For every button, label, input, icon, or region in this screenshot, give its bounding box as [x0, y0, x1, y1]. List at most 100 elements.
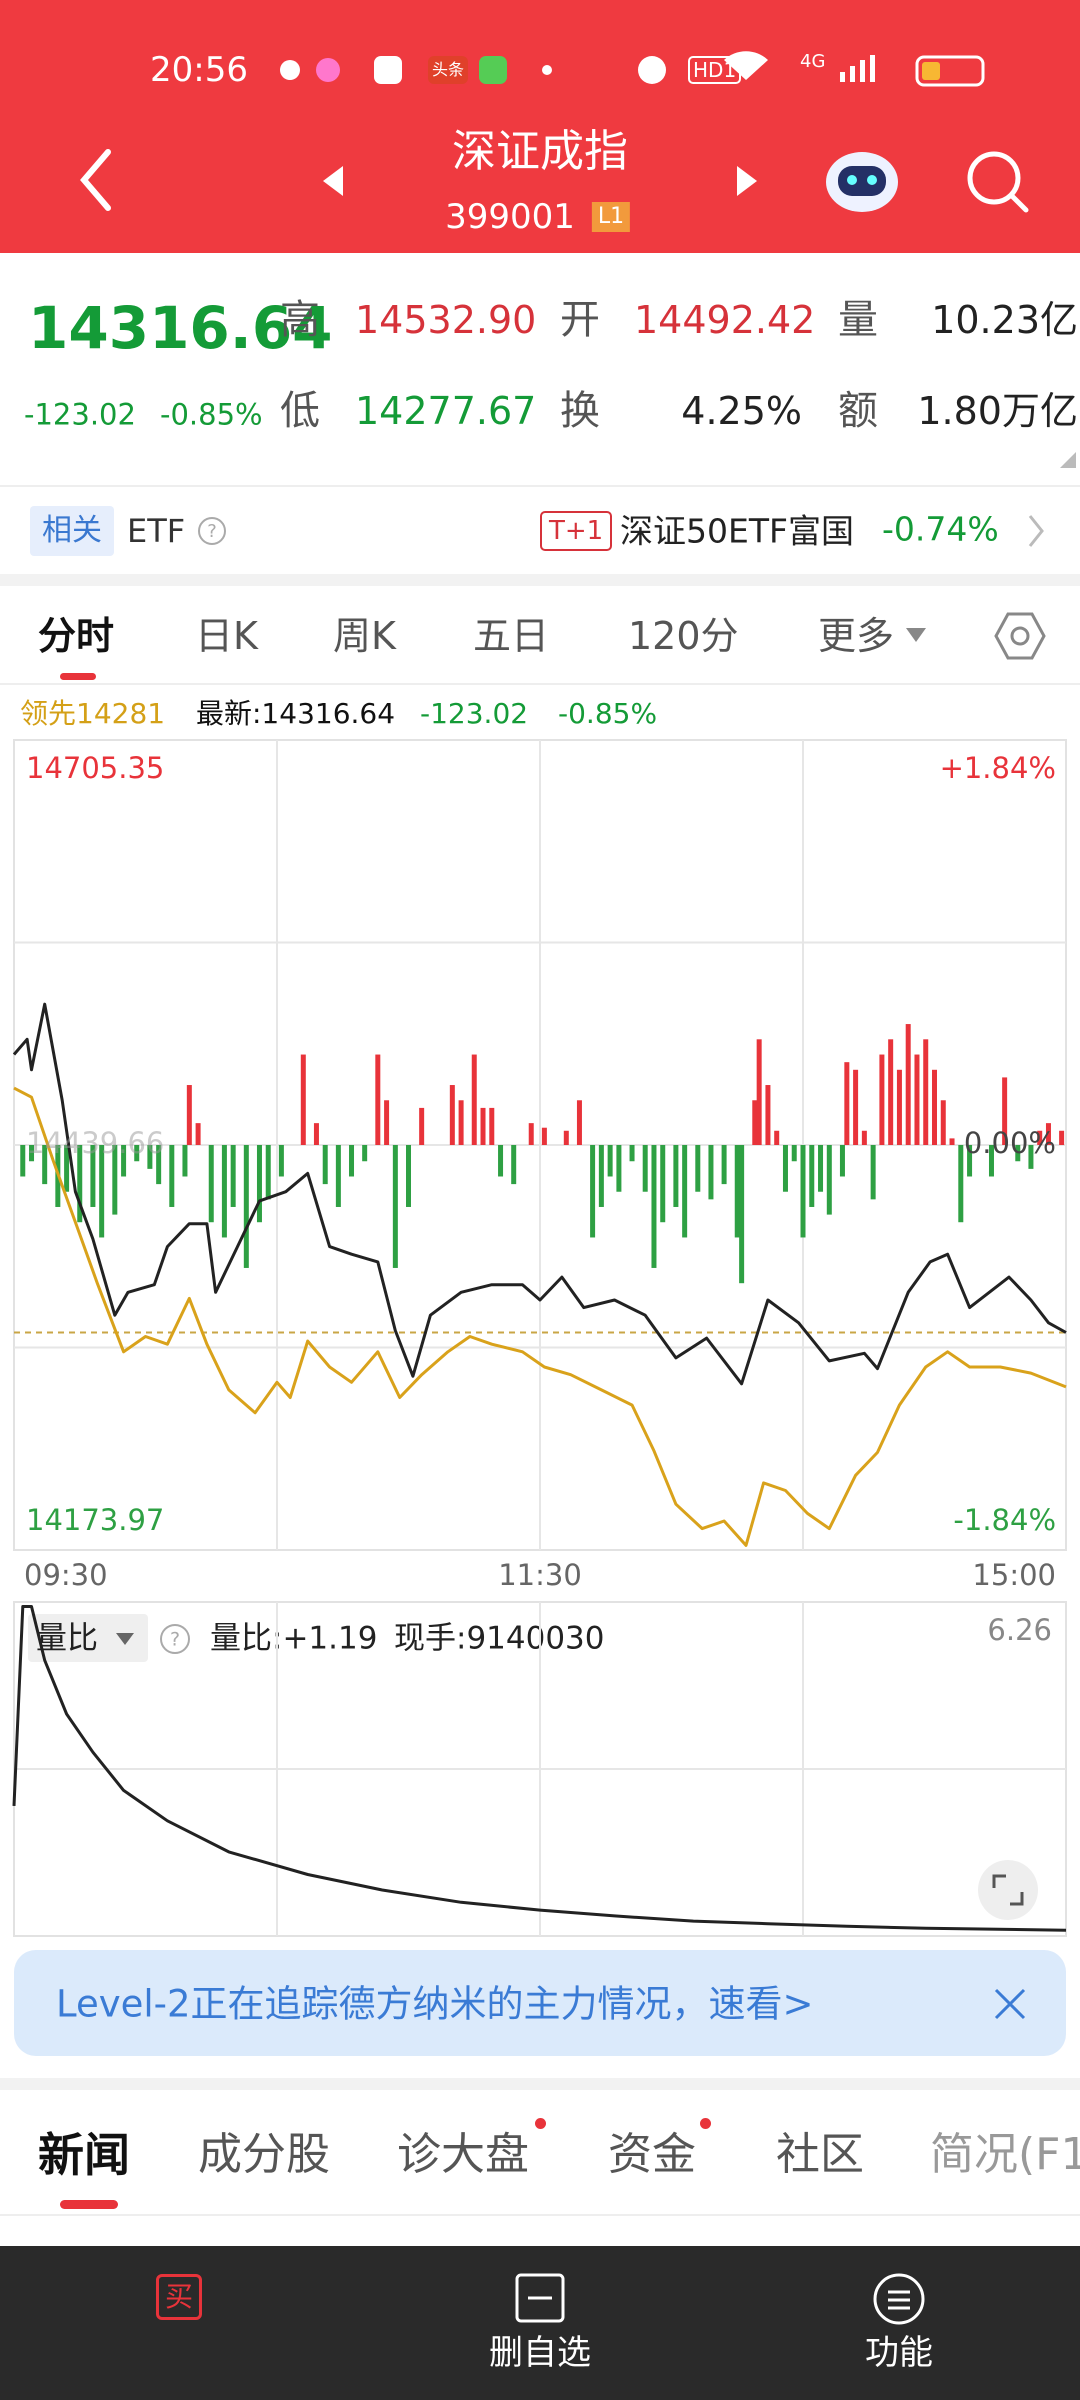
volume-bar	[278, 1145, 284, 1177]
chart-tab[interactable]: 更多	[818, 614, 895, 658]
field-value: 1.80万亿	[917, 389, 1078, 433]
prev-button[interactable]	[323, 166, 343, 196]
volume-bar	[55, 1145, 61, 1207]
volume-bar	[528, 1123, 534, 1145]
volume-bar	[896, 1069, 902, 1145]
volume-bar	[923, 1039, 929, 1145]
status-icon	[479, 56, 507, 84]
price: 14316.64	[28, 294, 333, 362]
robot-eye	[867, 175, 877, 185]
robot-face	[838, 166, 886, 196]
volume-bar	[256, 1145, 262, 1223]
gear-center	[1010, 626, 1030, 646]
chart-tab[interactable]: 120分	[628, 614, 739, 658]
news-tab[interactable]: 新闻	[38, 2128, 130, 2182]
signal-icon	[870, 55, 875, 82]
volume-bar	[147, 1145, 153, 1169]
volume-bar	[208, 1145, 214, 1223]
back-button[interactable]	[80, 149, 111, 211]
volume-bar	[99, 1145, 105, 1238]
leading-value: 领先14281	[20, 697, 166, 730]
level2-banner[interactable]	[14, 1950, 1066, 2056]
etf-change: -0.74%	[882, 509, 999, 549]
volume-bar	[90, 1145, 96, 1207]
banner-close[interactable]	[992, 1986, 1028, 2022]
ratio-label: 量比	[36, 1620, 98, 1657]
status-icon	[374, 56, 402, 84]
menu-icon	[873, 2273, 925, 2325]
expand-icon	[992, 1874, 1024, 1906]
watch-button[interactable]: 删自选	[489, 2333, 591, 2373]
volume-bar	[695, 1145, 701, 1192]
volume-bar	[673, 1145, 679, 1207]
latest-change-pct: -0.85%	[558, 697, 658, 730]
news-tab[interactable]: 资金	[608, 2129, 696, 2180]
buy-button[interactable]: 买	[155, 2274, 203, 2320]
expand-button[interactable]	[978, 1860, 1038, 1920]
news-tab[interactable]: 成分股	[198, 2129, 330, 2180]
plot-frame	[13, 739, 1067, 1551]
field-label: 额	[838, 388, 878, 434]
chart-tab[interactable]: 分时	[38, 614, 115, 658]
watch-box	[515, 2273, 565, 2323]
status-network: 4G	[800, 51, 826, 72]
chart-tab[interactable]: 五日	[473, 614, 550, 658]
news-tab[interactable]: 简况(F10)	[930, 2129, 1080, 2180]
robot-eye	[847, 175, 857, 185]
robot-button[interactable]	[826, 152, 898, 212]
news-tabs: 新闻 成分股 诊大盘 资金 社区 简况(F10)	[0, 2090, 1080, 2214]
watch-icon	[515, 2273, 565, 2323]
volume-bar	[861, 1130, 867, 1145]
etf-arrow[interactable]	[1024, 512, 1048, 550]
volume-bar	[313, 1123, 319, 1145]
etf-label: ETF	[127, 512, 186, 550]
volume-bar	[322, 1145, 328, 1185]
more-caret	[906, 628, 926, 642]
volume-bar	[1002, 1077, 1008, 1145]
price-line	[13, 1086, 1067, 1547]
search-icon	[967, 151, 1021, 205]
field-value: 14277.67	[355, 389, 537, 433]
expand-corner[interactable]	[1060, 452, 1076, 468]
volume-bar	[809, 1145, 815, 1207]
volume-bar	[112, 1145, 118, 1215]
tab-indicator	[60, 2200, 118, 2209]
volume-bar	[708, 1145, 714, 1200]
volume-bar	[182, 1145, 188, 1177]
volume-bar	[932, 1069, 937, 1145]
x-tick-label: 11:30	[498, 1558, 582, 1592]
etf-name[interactable]: 深证50ETF富国	[620, 511, 854, 551]
volume-bar	[489, 1107, 495, 1145]
volume-bar	[392, 1145, 398, 1268]
header-title: 深证成指	[452, 126, 628, 177]
field-label: 换	[560, 388, 600, 434]
volume-bar	[756, 1039, 762, 1145]
caret	[906, 628, 926, 642]
volume-bar	[1028, 1145, 1034, 1169]
volume-bar	[195, 1123, 201, 1145]
battery-level	[922, 62, 940, 80]
volume-bar	[791, 1145, 797, 1162]
search-button[interactable]	[967, 151, 1029, 213]
news-tab[interactable]: 社区	[776, 2129, 864, 2180]
volume-bar	[642, 1145, 648, 1192]
volume-bar	[300, 1054, 306, 1145]
status-icon	[316, 58, 340, 82]
volume-bar	[42, 1145, 48, 1185]
y2-tick-label: -1.84%	[953, 1503, 1056, 1537]
help-icon[interactable]: ?	[196, 515, 228, 547]
menu-button[interactable]: 功能	[865, 2333, 933, 2373]
volume-bar	[905, 1024, 911, 1145]
chart-tab[interactable]: 周K	[333, 614, 396, 658]
banner-text[interactable]: Level-2正在追踪德方纳米的主力情况，速看>	[56, 1982, 814, 2026]
chevron	[1028, 515, 1044, 547]
field-label: 高	[280, 297, 320, 343]
news-tab[interactable]: 诊大盘	[397, 2129, 529, 2180]
next-button[interactable]	[737, 166, 757, 196]
chart-tab[interactable]: 日K	[195, 614, 258, 658]
volume-bar	[839, 1145, 845, 1177]
header	[0, 0, 1080, 253]
volume-bar	[782, 1145, 788, 1192]
settings-button[interactable]	[994, 610, 1046, 662]
help-icon[interactable]: ?	[158, 1622, 192, 1656]
